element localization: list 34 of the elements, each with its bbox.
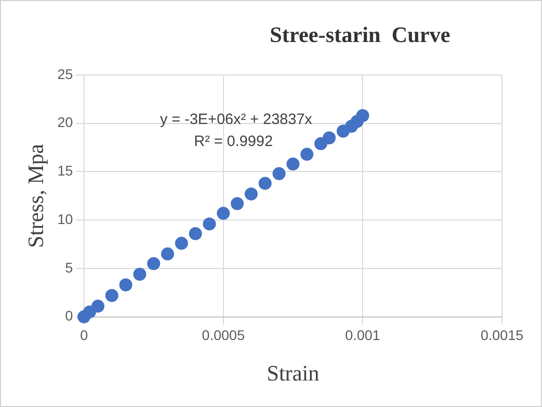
y-tick-label: 15 [57, 162, 74, 179]
point [119, 278, 132, 292]
point [147, 257, 160, 270]
y-axis-title: Stress, Mpa [22, 144, 48, 248]
point [230, 197, 244, 210]
point [202, 217, 216, 230]
point [161, 247, 174, 260]
x-tick-label: 0.0005 [202, 327, 245, 344]
y-tick-label: 0 [65, 308, 74, 324]
x-tick-label: 0.0015 [480, 327, 524, 344]
x-tick-label: 0 [80, 327, 88, 344]
point [258, 176, 272, 190]
point [272, 167, 286, 180]
x-axis-title: Strain [266, 360, 320, 386]
annotation: y = -3E+06x² + 23837x [160, 111, 313, 128]
point [300, 148, 314, 161]
point [133, 268, 146, 281]
point [188, 227, 202, 240]
annotation: R² = 0.9992 [194, 133, 273, 150]
y-tick-label: 25 [57, 66, 74, 82]
point [91, 300, 104, 313]
point [83, 305, 96, 318]
y-tick-label: 10 [57, 210, 74, 227]
point [216, 206, 230, 220]
point [356, 109, 370, 122]
x-tick-label: 0.001 [345, 327, 380, 344]
point [244, 187, 258, 200]
y-tick-label: 20 [57, 114, 74, 130]
point [286, 157, 300, 170]
point [175, 236, 188, 250]
point [105, 289, 118, 302]
chart-title: Stree-starin Curve [268, 22, 452, 48]
y-tick-label: 5 [65, 259, 74, 276]
point [322, 131, 336, 144]
